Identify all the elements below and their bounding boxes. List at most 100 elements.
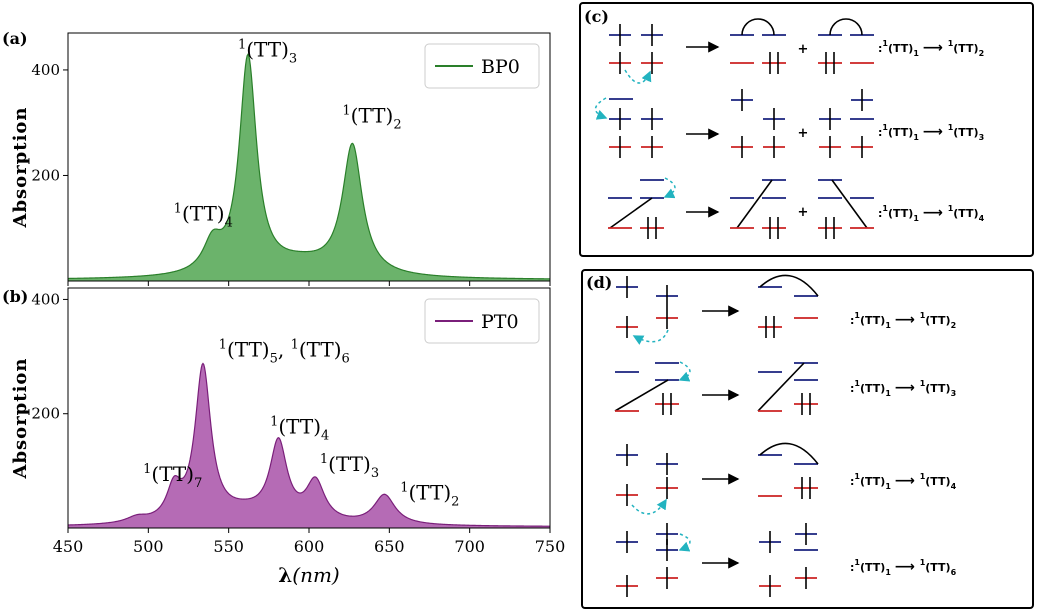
label-sub: 4 <box>979 214 985 223</box>
peak-annotation-b-0: 1(TT)5, 1(TT)6 <box>219 338 350 367</box>
diagram-c-frame <box>579 2 1034 257</box>
label-colon: : <box>878 207 882 220</box>
label-sup: 1 <box>920 472 926 481</box>
peak-annotation-b-2-part: (TT) <box>328 452 371 476</box>
area-fill-b <box>68 363 550 528</box>
diagram-d-row-1-label: :1(TT)1 ⟶ 1(TT)2 <box>850 311 956 330</box>
label-sup: 1 <box>948 123 954 132</box>
coupling-arc <box>741 18 775 36</box>
diagram-c-row-2-label: :1(TT)1 ⟶ 1(TT)3 <box>878 123 984 142</box>
label-base: (TT) <box>925 475 950 488</box>
label-arrow: ⟶ <box>923 124 948 140</box>
coupling-arc <box>759 442 819 465</box>
peak-annotation-b-0-part: 5 <box>270 352 278 367</box>
peak-annotation-a-0-part: 3 <box>289 52 297 67</box>
label-arrow: ⟶ <box>923 40 948 56</box>
diagram-d: (d) :1(TT)1 ⟶ 1(TT)2:1(TT)1 ⟶ 1(TT)3:1(T… <box>581 269 1034 609</box>
label-arrow: ⟶ <box>923 205 948 221</box>
legend-box-b <box>424 298 540 344</box>
label-base: (TT) <box>888 126 913 139</box>
hop-arrow <box>678 533 691 552</box>
label-arrow: ⟶ <box>895 559 920 575</box>
legend-box-a <box>424 43 540 89</box>
x-tick-label-b: 700 <box>454 537 485 556</box>
label-base: (TT) <box>925 561 950 574</box>
peak-annotation-a-2-part: (TT) <box>182 201 225 225</box>
label-sup: 1 <box>854 379 860 388</box>
x-tick-label-b: 650 <box>374 537 405 556</box>
y-axis-label-a: Absorption <box>10 106 31 228</box>
peak-annotation-b-4-part: 1 <box>400 480 408 495</box>
label-sub: 6 <box>951 568 957 577</box>
label-sup: 1 <box>920 311 926 320</box>
x-tick-label-b: 600 <box>294 537 325 556</box>
hop-arrow <box>624 69 652 84</box>
panel-tag-b: (b) <box>2 287 28 306</box>
label-base: (TT) <box>888 42 913 55</box>
excitation-line <box>831 179 868 229</box>
label-base: (TT) <box>953 207 978 220</box>
label-arrow: ⟶ <box>895 380 920 396</box>
diagram-c: (c) +:1(TT)1 ⟶ 1(TT)2+:1(TT)1 ⟶ 1(TT)3+:… <box>579 2 1034 257</box>
x-axis-label-unit: (nm) <box>292 563 339 587</box>
excitation-line <box>614 379 669 412</box>
peak-annotation-b-4-part: 2 <box>451 494 459 509</box>
peak-annotation-a-2: 1(TT)4 <box>174 201 233 230</box>
label-colon: : <box>850 382 854 395</box>
legend-label-a: BP0 <box>481 56 520 78</box>
y-tick-label-b: 200 <box>31 405 60 423</box>
coupling-arc <box>829 18 863 36</box>
peak-annotation-a-1: 1(TT)2 <box>342 104 401 133</box>
label-sup: 1 <box>948 39 954 48</box>
label-sub: 3 <box>951 389 957 398</box>
peak-annotation-b-4-part: (TT) <box>409 480 452 504</box>
label-sub: 4 <box>951 482 957 491</box>
label-base: (TT) <box>925 382 950 395</box>
peak-annotation-b-0-part: (TT) <box>299 338 342 362</box>
label-sub: 1 <box>885 321 891 330</box>
x-tick-label-b: 500 <box>133 537 164 556</box>
peak-annotation-b-3-part: 7 <box>194 476 202 491</box>
label-sub: 2 <box>979 49 985 58</box>
peak-annotation-b-1: 1(TT)4 <box>270 415 329 444</box>
label-colon: : <box>850 561 854 574</box>
label-sub: 1 <box>885 389 891 398</box>
label-colon: : <box>878 42 882 55</box>
peak-annotation-b-0-part: , <box>278 338 284 362</box>
peak-annotation-b-3: 1(TT)7 <box>143 462 202 491</box>
label-base: (TT) <box>888 207 913 220</box>
diagram-d-frame <box>581 269 1034 609</box>
label-sup: 1 <box>882 39 888 48</box>
peak-annotation-a-0-part: 1 <box>238 38 246 53</box>
peak-annotation-b-2: 1(TT)3 <box>320 452 379 481</box>
peak-annotation-b-2-part: 3 <box>371 466 379 481</box>
peak-annotation-a-0: 1(TT)3 <box>238 38 297 67</box>
x-tick-label-b: 450 <box>53 537 84 556</box>
panel-tag-c: (c) <box>584 7 609 26</box>
peak-annotation-a-1-part: (TT) <box>351 104 394 128</box>
peak-annotation-b-3-part: 1 <box>143 462 151 477</box>
label-sub: 1 <box>913 133 919 142</box>
series-line-b <box>67 362 551 527</box>
label-base: (TT) <box>860 475 885 488</box>
plus-sign: + <box>798 205 809 220</box>
label-base: (TT) <box>860 382 885 395</box>
peak-annotation-b-1-part: (TT) <box>278 415 321 439</box>
diagram-c-row-3-label: :1(TT)1 ⟶ 1(TT)4 <box>878 204 985 223</box>
y-tick-label-b: 400 <box>31 290 60 308</box>
label-sup: 1 <box>854 472 860 481</box>
label-colon: : <box>850 475 854 488</box>
label-sup: 1 <box>854 311 860 320</box>
label-arrow: ⟶ <box>895 312 920 328</box>
coupling-arc <box>759 274 819 297</box>
label-sup: 1 <box>882 123 888 132</box>
label-base: (TT) <box>860 561 885 574</box>
y-tick-label-a: 400 <box>31 61 60 79</box>
y-tick-label-a: 200 <box>31 166 60 184</box>
peak-annotation-b-3-part: (TT) <box>151 462 194 486</box>
label-base: (TT) <box>925 314 950 327</box>
diagram-d-row-4-label: :1(TT)1 ⟶ 1(TT)6 <box>850 558 957 577</box>
hop-arrow <box>632 329 669 345</box>
